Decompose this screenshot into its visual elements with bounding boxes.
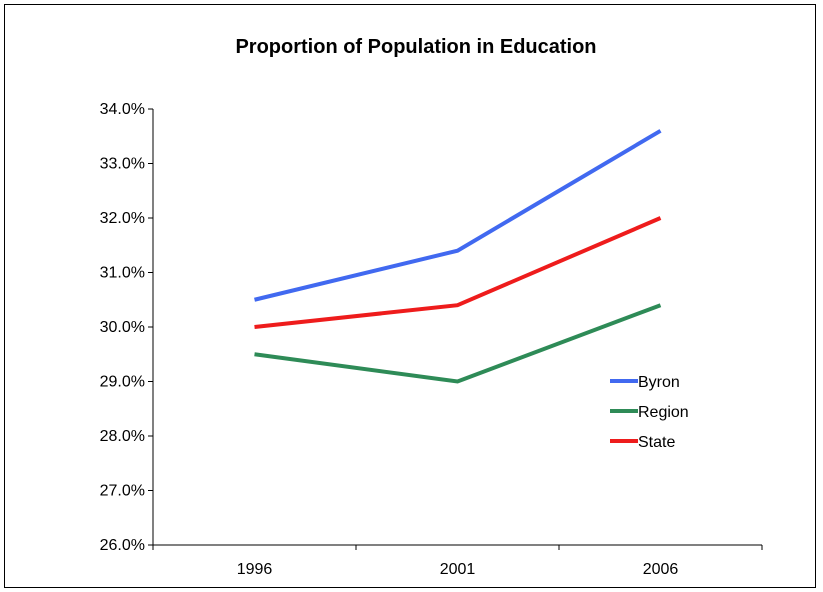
legend-label-byron: Byron	[638, 374, 680, 391]
y-tick-label: 26.0%	[100, 537, 145, 554]
y-tick-label: 31.0%	[100, 265, 145, 282]
x-tick-label: 2001	[440, 561, 476, 578]
chart-frame	[4, 4, 816, 588]
y-tick-label: 28.0%	[100, 428, 145, 445]
legend: Byron Region State	[610, 374, 689, 451]
x-tick-label: 2006	[643, 561, 679, 578]
series-line-region	[254, 303, 662, 384]
x-axis-ticks: 1996 2001 2006	[152, 545, 763, 578]
x-tick-label: 1996	[237, 561, 273, 578]
y-tick-label: 29.0%	[100, 374, 145, 391]
series-lines	[254, 129, 662, 384]
y-tick-label: 34.0%	[100, 101, 145, 118]
y-tick-label: 33.0%	[100, 156, 145, 173]
series-line-state	[254, 216, 662, 329]
legend-label-region: Region	[638, 404, 689, 421]
y-axis-ticks: 26.0% 27.0% 28.0% 29.0% 30.0% 31.0% 32.0% 33.0%…	[100, 101, 153, 554]
axes	[152, 109, 762, 546]
legend-label-state: State	[638, 434, 675, 451]
series-line-byron	[254, 129, 662, 302]
y-tick-label: 27.0%	[100, 483, 145, 500]
y-tick-label: 32.0%	[100, 210, 145, 227]
chart-title: Proportion of Population in Education	[235, 36, 596, 58]
y-tick-label: 30.0%	[100, 319, 145, 336]
